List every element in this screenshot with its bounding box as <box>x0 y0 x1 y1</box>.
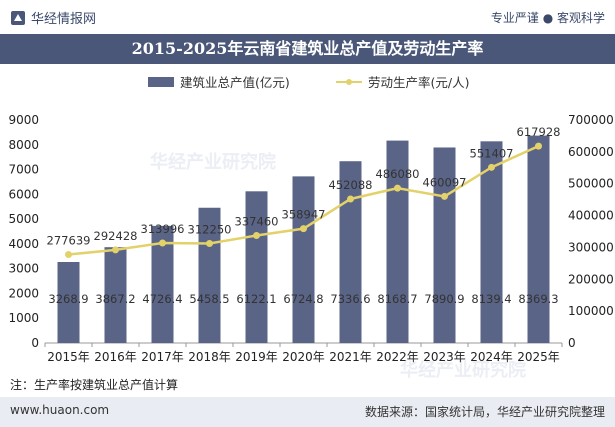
x-tick-label: 2024年 <box>470 350 513 364</box>
footer: www.huaon.com 数据来源：国家统计局，华经产业研究院整理 <box>0 397 615 427</box>
line-point <box>112 246 119 254</box>
footnote: 注：生产率按建筑业总产值计算 <box>10 378 179 392</box>
legend-bar-label: 建筑业总产值(亿元) <box>180 75 290 90</box>
top-bar: 华经情报网 专业严谨 ● 客观科学 <box>0 0 615 34</box>
line-value-label: 452088 <box>329 178 373 192</box>
legend-item-line: 劳动生产率(元/人) <box>336 72 469 91</box>
y-left-tick-label: 8000 <box>8 138 39 152</box>
y-right-tick-label: 100000 <box>568 304 614 318</box>
line-value-label: 460097 <box>423 175 467 189</box>
bar <box>245 191 268 343</box>
bar-value-label: 5458.5 <box>189 292 229 306</box>
y-left-tick-label: 2000 <box>8 286 39 300</box>
line-point <box>441 192 448 200</box>
bar-value-label: 8168.7 <box>377 292 417 306</box>
y-left-tick-label: 0 <box>31 336 39 350</box>
x-tick-label: 2023年 <box>423 350 466 364</box>
y-right-tick-label: 400000 <box>568 209 614 223</box>
line-point <box>206 240 213 248</box>
x-tick-label: 2015年 <box>47 350 90 364</box>
line-value-label: 617928 <box>517 125 561 139</box>
legend-bar-swatch <box>148 76 174 87</box>
bar-value-label: 3268.9 <box>48 292 88 306</box>
line-value-label: 277639 <box>47 234 91 248</box>
line-value-label: 551407 <box>470 146 514 160</box>
x-tick-label: 2025年 <box>517 350 560 364</box>
legend-line-swatch <box>336 77 362 87</box>
y-right-tick-label: 700000 <box>568 113 614 127</box>
bar <box>339 161 362 343</box>
line-point <box>394 184 401 192</box>
y-right-tick-label: 500000 <box>568 177 614 191</box>
bar-value-label: 8139.4 <box>471 292 511 306</box>
line-value-label: 312250 <box>188 223 232 237</box>
bar-value-label: 7890.9 <box>424 292 464 306</box>
line-point <box>159 239 166 247</box>
y-left-tick-label: 7000 <box>8 163 39 177</box>
footer-url: www.huaon.com <box>10 403 110 417</box>
x-tick-label: 2021年 <box>329 350 372 364</box>
bar-value-label: 8369.3 <box>518 292 558 306</box>
y-left-tick-label: 4000 <box>8 237 39 251</box>
line-value-label: 337460 <box>235 214 279 228</box>
x-tick-label: 2020年 <box>282 350 325 364</box>
bar-value-label: 3867.2 <box>95 292 135 306</box>
x-tick-label: 2018年 <box>188 350 231 364</box>
brand-name: 华经情报网 <box>31 12 97 27</box>
x-tick-label: 2016年 <box>94 350 137 364</box>
x-tick-label: 2017年 <box>141 350 184 364</box>
bar <box>292 176 315 343</box>
chart-legend: 建筑业总产值(亿元) 劳动生产率(元/人) <box>0 72 615 92</box>
y-right-tick-label: 600000 <box>568 145 614 159</box>
bar <box>386 140 409 343</box>
bar <box>480 141 503 343</box>
brand: 华经情报网 <box>10 8 96 27</box>
line-point <box>347 195 354 203</box>
chart-title: 2015-2025年云南省建筑业总产值及劳动生产率 <box>0 34 615 64</box>
y-right-tick-label: 0 <box>568 336 576 350</box>
line-point <box>300 225 307 233</box>
y-right-tick-label: 200000 <box>568 272 614 286</box>
bar <box>151 225 174 343</box>
data-source: 数据来源：国家统计局，华经产业研究院整理 <box>364 405 605 419</box>
y-right-tick-label: 300000 <box>568 240 614 254</box>
bar-value-label: 4726.4 <box>142 292 182 306</box>
bar-value-label: 7336.6 <box>330 292 370 306</box>
bar <box>527 135 550 343</box>
y-left-tick-label: 5000 <box>8 212 39 226</box>
bar <box>104 247 127 343</box>
line-point <box>65 251 72 259</box>
line-point <box>488 163 495 171</box>
legend-line-label: 劳动生产率(元/人) <box>368 75 470 90</box>
y-left-tick-label: 1000 <box>8 311 39 325</box>
tagline: 专业严谨 ● 客观科学 <box>490 11 605 25</box>
x-tick-label: 2019年 <box>235 350 278 364</box>
legend-item-bar: 建筑业总产值(亿元) <box>148 72 290 91</box>
line-point <box>253 231 260 239</box>
bar-value-label: 6724.8 <box>283 292 323 306</box>
x-tick-label: 2022年 <box>376 350 419 364</box>
line-value-label: 358947 <box>282 208 326 222</box>
bar <box>57 262 80 343</box>
line-value-label: 486080 <box>376 167 420 181</box>
line-point <box>535 142 542 150</box>
line-value-label: 313996 <box>141 222 185 236</box>
y-left-tick-label: 9000 <box>8 113 39 127</box>
line-value-label: 292428 <box>94 229 138 243</box>
y-left-tick-label: 3000 <box>8 262 39 276</box>
bar-value-label: 6122.1 <box>236 292 276 306</box>
y-left-tick-label: 6000 <box>8 187 39 201</box>
brand-logo-icon <box>11 10 25 25</box>
